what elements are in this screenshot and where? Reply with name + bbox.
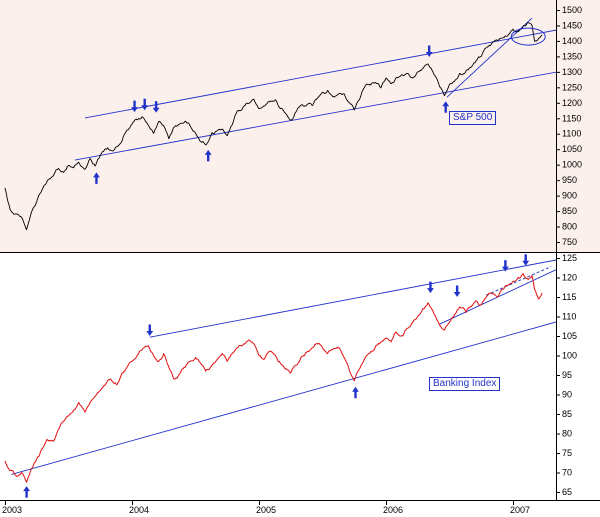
y-axis-tick-label: 90 [562,390,572,400]
up-arrow-icon [204,149,212,162]
y-axis-tick-label: 95 [562,370,572,380]
down-arrow-icon [427,281,434,294]
banking-trendline-resistance [149,259,556,338]
down-arrow-icon [501,260,509,272]
y-axis-tick-label: 100 [562,351,577,361]
x-axis-tick-label: 2007 [510,505,530,515]
up-arrow-icon [23,486,30,498]
y-axis-tick-label: 800 [562,222,577,232]
up-arrow-icon [442,101,450,113]
sp500-plot-area [4,17,556,231]
y-axis-tick-label: 1450 [562,20,582,30]
y-axis-tick-label: 1350 [562,51,582,61]
y-axis-tick-label: 85 [562,409,572,419]
up-arrow-icon [352,386,359,399]
banking-index-label: Banking Index [429,377,501,391]
sp500-trendline-upper-channel [84,29,556,119]
y-axis-tick-label: 120 [562,273,577,283]
y-axis-tick-label: 900 [562,191,577,201]
y-axis-tick-label: 1150 [562,113,581,123]
y-axis-tick-label: 80 [562,429,572,439]
sp500-panel-background [0,0,600,252]
y-axis-tick-label: 750 [562,237,577,247]
y-axis-tick-label: 1200 [562,98,582,108]
y-axis-tick-label: 1400 [562,36,582,46]
sp500-highlight-ellipse [510,27,546,46]
y-axis-tick-label: 75 [562,448,572,458]
y-axis-tick-label: 1050 [562,144,582,154]
y-axis-tick-label: 1100 [562,129,581,139]
x-axis-tick-label: 2005 [256,505,276,515]
y-axis-tick-label: 70 [562,468,572,478]
y-axis-tick-label: 850 [562,206,577,216]
y-axis-tick-label: 1500 [562,5,582,15]
x-axis-tick-label: 2003 [2,505,22,515]
y-axis-tick-label: 950 [562,175,577,185]
x-axis-tick-label: 2006 [383,505,403,515]
y-axis-tick-label: 1000 [562,160,582,170]
x-axis-tick-label: 2004 [129,505,149,515]
down-arrow-icon [141,98,149,111]
banking-trendline-long-support [11,321,556,475]
sp500-label: S&P 500 [449,111,497,125]
down-arrow-icon [146,324,154,336]
down-arrow-icon [152,101,160,113]
down-arrow-icon [131,100,138,113]
down-arrow-icon [522,254,530,266]
banking-plot-area [4,254,556,498]
y-axis-tick-label: 125 [562,253,577,263]
up-arrow-icon [93,172,100,184]
banking-price-line [4,273,543,483]
y-axis-tick-label: 110 [562,312,576,322]
down-arrow-icon [453,285,461,297]
banking-trendline-wedge-dashed [486,266,552,296]
y-axis-tick-label: 105 [562,331,577,341]
y-axis-tick-label: 115 [562,292,576,302]
y-axis-tick-label: 1300 [562,67,582,77]
sp500-price-line [4,22,543,231]
y-axis-tick-label: 1250 [562,82,582,92]
sp500-trendline-lower-channel [74,71,556,161]
down-arrow-icon [425,45,433,58]
y-axis-tick-label: 65 [562,487,572,497]
banking-panel-background [0,252,600,500]
